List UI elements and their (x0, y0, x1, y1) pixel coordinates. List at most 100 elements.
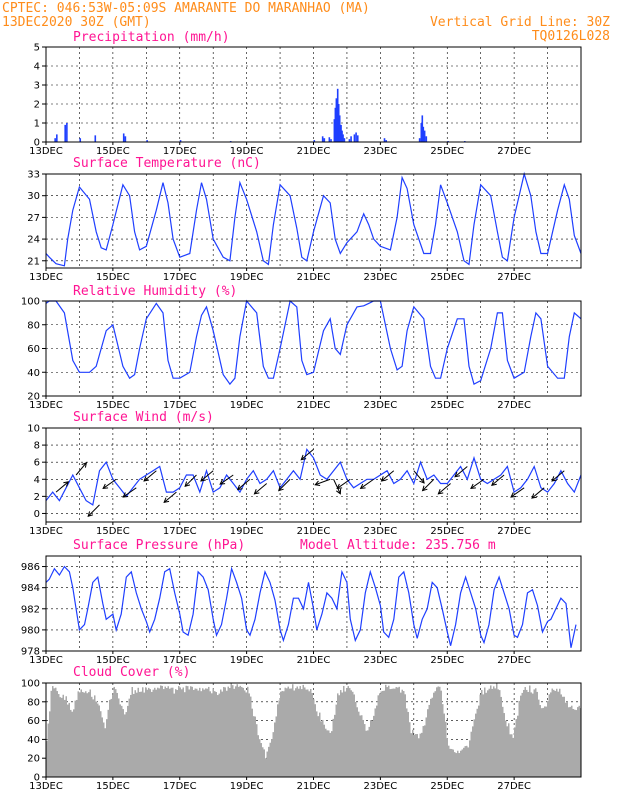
y-tick-label: 4 (34, 62, 40, 73)
precipitation-bar (66, 123, 68, 142)
wind-arrow (163, 491, 177, 504)
cloud-cover-column (167, 686, 169, 777)
wind-arrow (336, 478, 351, 490)
cloud-cover-column (478, 705, 480, 777)
cloud-cover-column (256, 724, 258, 777)
precipitation-bar (146, 140, 148, 142)
y-tick-label: 984 (21, 583, 40, 594)
cloud-cover-column (538, 699, 540, 777)
cloud-cover-column (488, 688, 490, 777)
cloud-cover-column (344, 691, 346, 777)
model-code: TQ0126L028 (532, 29, 610, 44)
cloud-cover-column (196, 688, 198, 777)
cloud-cover-column (428, 704, 430, 777)
cloud-cover-column (89, 689, 91, 777)
cloud-cover-column (82, 691, 84, 777)
cloud-cover-column (80, 689, 82, 777)
x-tick-label: 13DEC (29, 146, 63, 157)
cloud-cover-column (394, 688, 396, 777)
cloud-cover-column (328, 730, 330, 777)
cloud-cover-column (70, 709, 72, 777)
y-tick-label: 2 (34, 492, 40, 503)
cloud-cover-column (475, 713, 477, 777)
cloud-cover-column (113, 686, 115, 777)
cloud-cover-column (566, 701, 568, 777)
cloud-cover-column (107, 709, 109, 777)
cloud-cover-column (175, 689, 177, 777)
x-tick-label: 23DEC (364, 781, 398, 792)
cloud-cover-column (415, 734, 417, 777)
cloud-cover-column (539, 705, 541, 777)
cloud-cover-column (49, 711, 51, 777)
cloud-cover-column (61, 697, 63, 777)
surface-wind-line (45, 448, 582, 506)
cloud-cover-column (526, 689, 528, 777)
y-tick-label: 24 (27, 235, 40, 246)
cloud-cover-column (508, 723, 510, 777)
wind-arrow (359, 478, 374, 490)
cloud-cover-column (232, 685, 234, 777)
cloud-cover-column (248, 693, 250, 777)
cloud-cover-column (380, 691, 382, 777)
cloud-cover-column (130, 694, 132, 777)
cloud-cover-column (517, 715, 519, 777)
cloud-cover-column (554, 690, 556, 777)
cloud-cover-column (259, 739, 261, 777)
cloud-cover-column (197, 690, 199, 777)
surface-temperature-panel: 21 24 27 30 33 13DEC 15DEC 17DEC 19DEC 21DEC 23DEC… (27, 156, 582, 283)
cloud-cover-column (518, 700, 520, 777)
cloud-cover-column (253, 716, 255, 777)
cloud-cover-column (245, 692, 247, 777)
cloud-cover-column (118, 698, 120, 777)
precipitation-bar (323, 138, 326, 142)
y-tick-label: 27 (27, 213, 40, 224)
x-tick-label: 23DEC (364, 655, 398, 666)
cloud-cover-column (83, 692, 85, 777)
cloud-cover-column (560, 694, 562, 777)
cloud-cover-column (131, 687, 133, 777)
y-tick-label: 0 (34, 773, 40, 784)
x-tick-label: 19DEC (230, 655, 264, 666)
cloud-cover-column (157, 687, 159, 777)
cloud-cover-column (241, 686, 243, 777)
y-tick-label: 8 (34, 441, 40, 452)
cloud-cover-column (329, 732, 331, 777)
cloud-cover-column (95, 701, 97, 777)
cloud-cover-column (379, 693, 381, 777)
x-tick-label: 15DEC (96, 655, 130, 666)
cloud-cover-column (365, 730, 367, 777)
cloud-cover-column (119, 704, 121, 777)
cloud-cover-column (506, 726, 508, 777)
cloud-cover-column (466, 745, 468, 777)
cloud-cover-column (86, 693, 88, 777)
y-tick-label: 40 (27, 368, 40, 379)
wind-arrow (219, 474, 234, 485)
cloud-cover-column (482, 694, 484, 777)
cloud-cover-column (136, 692, 138, 777)
cloud-cover-column (286, 688, 288, 777)
cloud-cover-column (76, 699, 78, 777)
x-tick-label: 27DEC (497, 400, 531, 411)
cloud-cover-column (230, 683, 232, 777)
cloud-cover-column (268, 746, 270, 777)
cloud-cover-column (212, 688, 214, 777)
x-tick-label: 15DEC (96, 400, 130, 411)
cloud-cover-column (218, 693, 220, 777)
cloud-cover-column (185, 685, 187, 777)
cloud-cover-column (320, 721, 322, 777)
cloud-cover-column (134, 690, 136, 777)
run-date-header: 13DEC2020 30Z (GMT) (2, 15, 151, 30)
cloud-cover-column (490, 685, 492, 777)
precipitation-bar (423, 130, 426, 142)
cloud-cover-column (557, 691, 559, 777)
cloud-cover-column (193, 689, 195, 777)
cloud-cover-column (262, 747, 264, 777)
cloud-cover-column (203, 689, 205, 777)
cloud-cover-column (529, 685, 531, 777)
cloud-cover-column (391, 688, 393, 777)
cloud-cover-column (455, 753, 457, 777)
x-tick-label: 17DEC (163, 146, 197, 157)
cloud-cover-column (94, 695, 96, 777)
cloud-cover-column (436, 687, 438, 777)
wind-arrow (551, 470, 565, 482)
